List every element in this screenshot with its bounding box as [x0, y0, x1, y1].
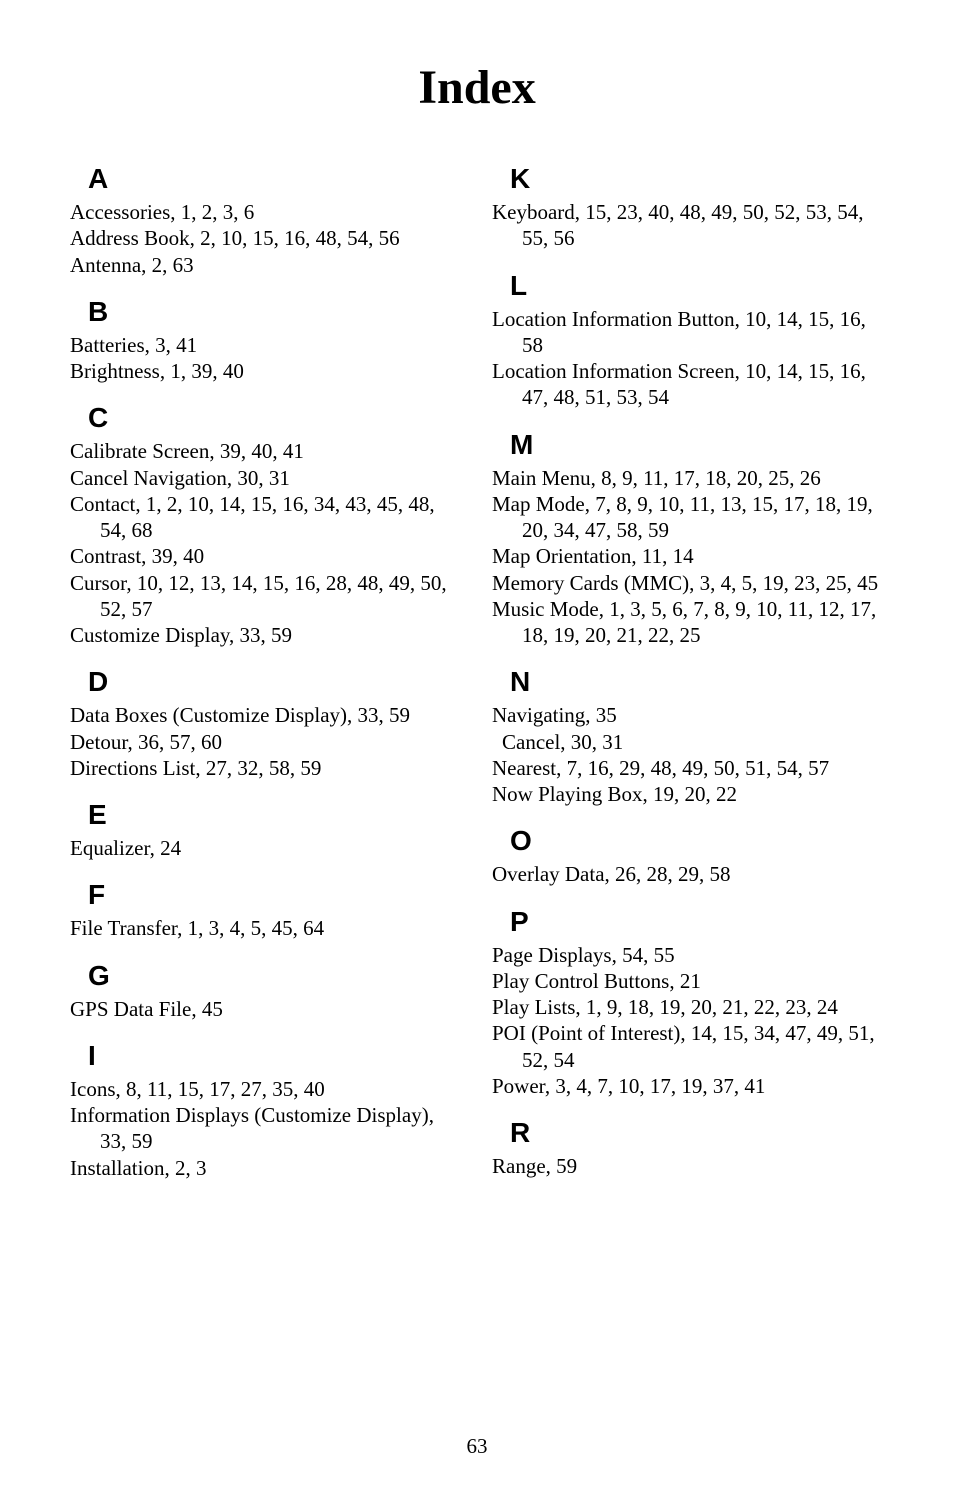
index-entry: Detour, 36, 57, 60 — [70, 729, 462, 755]
section-heading: L — [510, 270, 884, 302]
index-entry: Cancel, 30, 31 — [492, 729, 884, 755]
index-entry: Calibrate Screen, 39, 40, 41 — [70, 438, 462, 464]
index-entry: Accessories, 1, 2, 3, 6 — [70, 199, 462, 225]
section-heading: D — [88, 666, 462, 698]
index-entry: Page Displays, 54, 55 — [492, 942, 884, 968]
index-entry: Directions List, 27, 32, 58, 59 — [70, 755, 462, 781]
index-entry: Memory Cards (MMC), 3, 4, 5, 19, 23, 25,… — [492, 570, 884, 596]
index-entry: Data Boxes (Customize Display), 33, 59 — [70, 702, 462, 728]
index-entry: Range, 59 — [492, 1153, 884, 1179]
section-heading: E — [88, 799, 462, 831]
index-entry: Nearest, 7, 16, 29, 48, 49, 50, 51, 54, … — [492, 755, 884, 781]
index-entry: Location Information Screen, 10, 14, 15,… — [492, 358, 884, 411]
index-entry: Customize Display, 33, 59 — [70, 622, 462, 648]
section-heading: O — [510, 825, 884, 857]
index-entry: Contrast, 39, 40 — [70, 543, 462, 569]
index-entry: Play Control Buttons, 21 — [492, 968, 884, 994]
index-entry: Antenna, 2, 63 — [70, 252, 462, 278]
page-title: Index — [70, 60, 884, 115]
index-entry: POI (Point of Interest), 14, 15, 34, 47,… — [492, 1020, 884, 1073]
index-entry: Map Orientation, 11, 14 — [492, 543, 884, 569]
index-entry: Equalizer, 24 — [70, 835, 462, 861]
section-heading: P — [510, 906, 884, 938]
section-heading: I — [88, 1040, 462, 1072]
left-column: A Accessories, 1, 2, 3, 6Address Book, 2,… — [70, 145, 462, 1181]
index-entry: Play Lists, 1, 9, 18, 19, 20, 21, 22, 23… — [492, 994, 884, 1020]
index-entry: Keyboard, 15, 23, 40, 48, 49, 50, 52, 53… — [492, 199, 884, 252]
section-heading: N — [510, 666, 884, 698]
index-entry: Navigating, 35 — [492, 702, 884, 728]
index-entry: Map Mode, 7, 8, 9, 10, 11, 13, 15, 17, 1… — [492, 491, 884, 544]
section-heading: F — [88, 879, 462, 911]
section-heading: M — [510, 429, 884, 461]
index-entry: GPS Data File, 45 — [70, 996, 462, 1022]
index-entry: Overlay Data, 26, 28, 29, 58 — [492, 861, 884, 887]
index-entry: Cancel Navigation, 30, 31 — [70, 465, 462, 491]
section-heading: A — [88, 163, 462, 195]
index-entry: Main Menu, 8, 9, 11, 17, 18, 20, 25, 26 — [492, 465, 884, 491]
page-number: 63 — [0, 1434, 954, 1459]
index-entry: Address Book, 2, 10, 15, 16, 48, 54, 56 — [70, 225, 462, 251]
section-heading: C — [88, 402, 462, 434]
columns-container: A Accessories, 1, 2, 3, 6Address Book, 2,… — [70, 145, 884, 1181]
index-entry: Contact, 1, 2, 10, 14, 15, 16, 34, 43, 4… — [70, 491, 462, 544]
index-entry: Location Information Button, 10, 14, 15,… — [492, 306, 884, 359]
index-entry: Installation, 2, 3 — [70, 1155, 462, 1181]
section-heading: B — [88, 296, 462, 328]
section-heading: G — [88, 960, 462, 992]
section-heading: K — [510, 163, 884, 195]
index-entry: Batteries, 3, 41 — [70, 332, 462, 358]
index-entry: Now Playing Box, 19, 20, 22 — [492, 781, 884, 807]
right-column: K Keyboard, 15, 23, 40, 48, 49, 50, 52, 5… — [492, 145, 884, 1181]
index-entry: Information Displays (Customize Display)… — [70, 1102, 462, 1155]
index-entry: File Transfer, 1, 3, 4, 5, 45, 64 — [70, 915, 462, 941]
index-entry: Brightness, 1, 39, 40 — [70, 358, 462, 384]
index-entry: Power, 3, 4, 7, 10, 17, 19, 37, 41 — [492, 1073, 884, 1099]
index-entry: Cursor, 10, 12, 13, 14, 15, 16, 28, 48, … — [70, 570, 462, 623]
index-entry: Icons, 8, 11, 15, 17, 27, 35, 40 — [70, 1076, 462, 1102]
section-heading: R — [510, 1117, 884, 1149]
index-entry: Music Mode, 1, 3, 5, 6, 7, 8, 9, 10, 11,… — [492, 596, 884, 649]
index-page: Index A Accessories, 1, 2, 3, 6Address Bo… — [0, 0, 954, 1487]
